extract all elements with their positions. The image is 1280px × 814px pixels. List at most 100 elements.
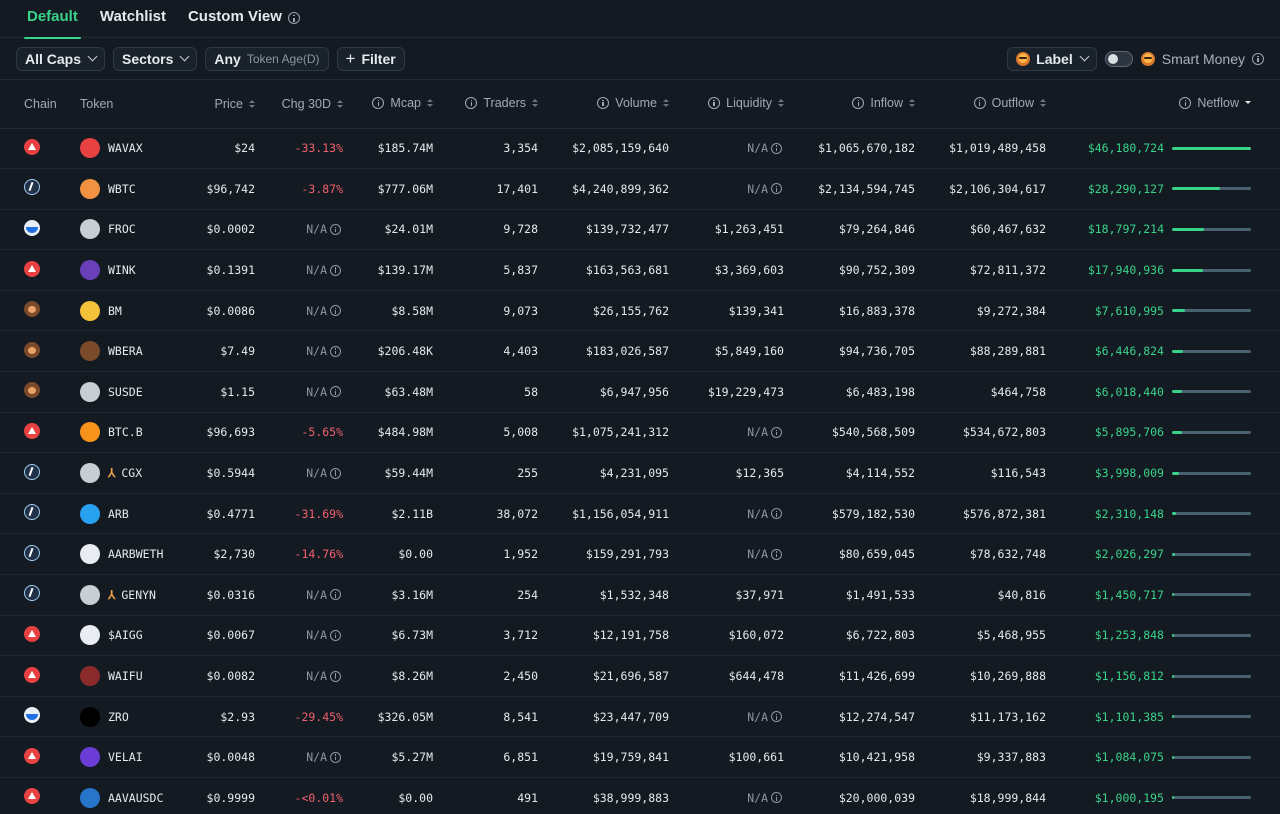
token-cell[interactable]: AAVAUSDC — [80, 777, 180, 814]
token-cell[interactable]: $AIGG — [80, 615, 180, 657]
col-traders[interactable]: Traders — [433, 80, 538, 129]
table-row[interactable]: WBTC $96,742 -3.87% $777.06M 17,401 $4,2… — [0, 168, 1280, 210]
col-outflow[interactable]: Outflow — [915, 80, 1046, 129]
table-row[interactable]: BTC.B $96,693 -5.65% $484.98M 5,008 $1,0… — [0, 412, 1280, 454]
token-symbol[interactable]: $AIGG — [108, 628, 143, 643]
col-liquidity[interactable]: Liquidity — [669, 80, 784, 129]
info-icon[interactable] — [771, 142, 782, 154]
token-cell[interactable]: BTC.B — [80, 412, 180, 454]
info-icon[interactable] — [330, 223, 341, 235]
token-cell[interactable]: WAIFU — [80, 655, 180, 697]
token-symbol[interactable]: ARB — [108, 506, 129, 521]
table-row[interactable]: BM $0.0086 N/A $8.58M 9,073 $26,155,762 … — [0, 290, 1280, 332]
add-filter-button[interactable]: + Filter — [336, 46, 405, 71]
table-row[interactable]: WAVAX $24 -33.13% $185.74M 3,354 $2,085,… — [0, 128, 1280, 170]
token-cell[interactable]: ZRO — [80, 696, 180, 738]
info-icon[interactable] — [708, 96, 721, 109]
token-symbol[interactable]: FROC — [108, 222, 136, 237]
table-row[interactable]: ZRO $2.93 -29.45% $326.05M 8,541 $23,447… — [0, 696, 1280, 738]
info-icon[interactable] — [852, 96, 865, 109]
token-cell[interactable]: ⅄ CGX — [80, 452, 180, 494]
table-row[interactable]: SUSDE $1.15 N/A $63.48M 58 $6,947,956 $1… — [0, 371, 1280, 413]
col-netflow[interactable]: Netflow — [1046, 80, 1280, 129]
info-icon[interactable] — [372, 96, 385, 109]
info-icon[interactable] — [330, 467, 341, 479]
token-symbol[interactable]: BTC.B — [108, 425, 143, 440]
token-symbol[interactable]: WBERA — [108, 344, 143, 359]
inflow-cell: $10,421,958 — [784, 736, 915, 778]
info-icon[interactable] — [597, 96, 610, 109]
info-icon[interactable] — [330, 751, 341, 763]
token-cell[interactable]: WBERA — [80, 330, 180, 373]
table-row[interactable]: AARBWETH $2,730 -14.76% $0.00 1,952 $159… — [0, 533, 1280, 576]
info-icon[interactable] — [1252, 52, 1264, 65]
table-row[interactable]: ARB $0.4771 -31.69% $2.11B 38,072 $1,156… — [0, 493, 1280, 535]
token-cell[interactable]: VELAI — [80, 736, 180, 778]
info-icon[interactable] — [771, 711, 782, 723]
token-symbol[interactable]: WINK — [108, 263, 136, 278]
smart-money-toggle[interactable] — [1104, 50, 1133, 67]
info-icon[interactable] — [771, 183, 782, 195]
token-cell[interactable]: WINK — [80, 249, 180, 291]
table-row[interactable]: WBERA $7.49 N/A $206.48K 4,403 $183,026,… — [0, 330, 1280, 373]
token-symbol[interactable]: AARBWETH — [108, 547, 164, 562]
liquidity-value: $160,072 — [728, 628, 784, 643]
info-icon[interactable] — [465, 96, 478, 109]
info-icon[interactable] — [330, 670, 341, 682]
inflow-value: $2,134,594,745 — [818, 181, 915, 196]
col-price[interactable]: Price — [180, 80, 255, 129]
info-icon[interactable] — [287, 12, 300, 24]
info-icon[interactable] — [771, 426, 782, 438]
info-icon[interactable] — [1179, 96, 1192, 109]
tab-custom-view[interactable]: Custom View — [177, 0, 311, 38]
token-symbol[interactable]: GENYN — [121, 587, 156, 602]
token-cell[interactable]: ⅄ GENYN — [80, 574, 180, 616]
token-symbol[interactable]: SUSDE — [108, 384, 143, 399]
token-cell[interactable]: ARB — [80, 493, 180, 535]
label-dropdown[interactable]: Label — [1007, 46, 1097, 71]
token-cell[interactable]: FROC — [80, 209, 180, 251]
token-symbol[interactable]: WBTC — [108, 181, 136, 196]
caps-dropdown[interactable]: All Caps — [16, 46, 106, 71]
token-symbol[interactable]: WAIFU — [108, 669, 143, 684]
token-symbol[interactable]: ZRO — [108, 709, 129, 724]
token-symbol[interactable]: VELAI — [108, 750, 143, 765]
col-inflow[interactable]: Inflow — [784, 80, 915, 129]
col-chg30d[interactable]: Chg 30D — [255, 80, 343, 129]
table-row[interactable]: $AIGG $0.0067 N/A $6.73M 3,712 $12,191,7… — [0, 615, 1280, 657]
table-row[interactable]: WINK $0.1391 N/A $139.17M 5,837 $163,563… — [0, 249, 1280, 291]
col-volume[interactable]: Volume — [538, 80, 669, 129]
table-row[interactable]: ⅄ GENYN $0.0316 N/A $3.16M 254 $1,532,348… — [0, 574, 1280, 616]
info-icon[interactable] — [330, 345, 341, 357]
info-icon[interactable] — [771, 548, 782, 560]
table-row[interactable]: ⅄ CGX $0.5944 N/A $59.44M 255 $4,231,095 … — [0, 452, 1280, 494]
info-icon[interactable] — [330, 305, 341, 317]
table-row[interactable]: WAIFU $0.0082 N/A $8.26M 2,450 $21,696,5… — [0, 655, 1280, 697]
token-cell[interactable]: SUSDE — [80, 371, 180, 413]
token-cell[interactable]: WAVAX — [80, 128, 180, 170]
token-symbol[interactable]: CGX — [121, 466, 143, 481]
info-icon[interactable] — [330, 264, 341, 276]
token-symbol[interactable]: BM — [108, 303, 122, 318]
info-icon[interactable] — [771, 508, 782, 520]
token-age-filter[interactable]: Any Token Age(D) — [205, 46, 329, 71]
tab-watchlist[interactable]: Watchlist — [89, 0, 177, 38]
info-icon[interactable] — [330, 386, 341, 398]
token-symbol[interactable]: WAVAX — [108, 141, 143, 156]
sort-desc-icon — [1245, 101, 1251, 105]
token-symbol[interactable]: AAVAUSDC — [108, 790, 164, 805]
table-row[interactable]: FROC $0.0002 N/A $24.01M 9,728 $139,732,… — [0, 209, 1280, 251]
col-mcap[interactable]: Mcap — [343, 80, 433, 129]
sectors-dropdown[interactable]: Sectors — [113, 46, 198, 71]
info-icon[interactable] — [330, 629, 341, 641]
token-cell[interactable]: AARBWETH — [80, 533, 180, 576]
traders-cell: 2,450 — [433, 655, 538, 697]
tab-default[interactable]: Default — [16, 0, 89, 39]
table-row[interactable]: VELAI $0.0048 N/A $5.27M 6,851 $19,759,8… — [0, 736, 1280, 778]
token-cell[interactable]: WBTC — [80, 168, 180, 210]
info-icon[interactable] — [330, 589, 341, 601]
table-row[interactable]: AAVAUSDC $0.9999 -<0.01% $0.00 491 $38,9… — [0, 777, 1280, 814]
info-icon[interactable] — [973, 96, 986, 109]
token-cell[interactable]: BM — [80, 290, 180, 332]
info-icon[interactable] — [771, 792, 782, 804]
